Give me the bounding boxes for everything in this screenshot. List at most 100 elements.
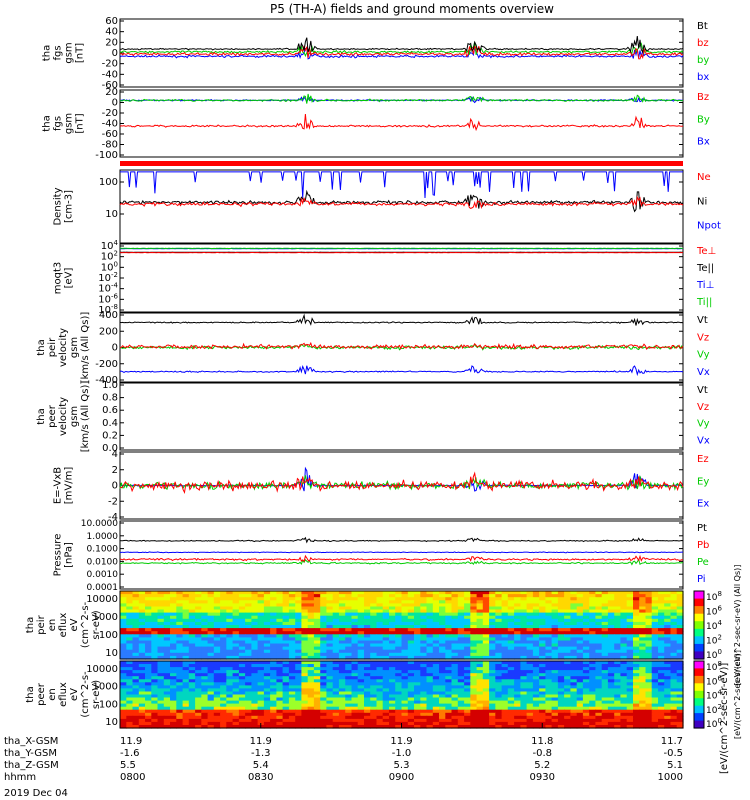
spectrogram-cell — [220, 597, 227, 601]
spectrogram-cell — [595, 706, 603, 711]
spectrogram-cell — [432, 682, 440, 686]
spectrogram-cell — [357, 591, 365, 595]
date-label: 2019 Dec 04 — [4, 788, 68, 799]
spectrogram-cell — [276, 591, 284, 595]
spectrogram-cell — [482, 661, 490, 665]
spectrogram-cell — [645, 618, 653, 623]
spectrogram-cell — [639, 591, 647, 595]
spectrogram-cell — [320, 694, 328, 699]
spectrogram-cell — [576, 725, 584, 729]
spectrogram-cell — [382, 661, 390, 665]
spectrogram-cell — [564, 621, 571, 626]
spectrogram-cell — [551, 715, 559, 720]
spectrogram-cell — [620, 673, 628, 677]
spectrogram-cell — [557, 612, 565, 617]
spectrogram-cell — [432, 646, 440, 651]
spectrogram-cell — [370, 631, 378, 635]
spectrogram-cell — [370, 679, 378, 683]
spectrogram-cell — [263, 612, 271, 617]
spectrogram-cell — [589, 679, 597, 683]
spectrogram-cell — [633, 631, 640, 635]
spectrogram-cell — [507, 667, 515, 671]
spectrogram-cell — [213, 625, 221, 629]
spectrogram-cell — [476, 691, 484, 696]
spectrogram-cell — [426, 643, 434, 648]
spectrogram-cell — [226, 649, 234, 654]
spectrogram-cell — [382, 676, 390, 680]
spectrogram-cell — [376, 609, 384, 614]
spectrogram-cell — [276, 637, 284, 642]
spectrogram-cell — [626, 664, 634, 668]
spectrogram-cell — [120, 628, 127, 632]
spectrogram-cell — [382, 612, 390, 617]
spectrogram-cell — [132, 688, 140, 692]
spectrogram-cell — [457, 676, 465, 680]
spectrogram-cell — [626, 618, 634, 623]
spectrogram-cell — [614, 649, 622, 654]
spectrogram-cell — [545, 625, 553, 629]
spectrogram-cell — [338, 697, 346, 702]
spectrogram-cell — [226, 594, 234, 598]
spectrogram-cell — [332, 628, 340, 632]
spectrogram-cell — [301, 609, 309, 614]
spectrogram-cell — [670, 615, 678, 620]
spectrogram-cell — [526, 703, 534, 708]
spectrogram-cell — [470, 649, 478, 654]
spectrogram-cell — [607, 721, 615, 726]
spectrogram-cell — [401, 682, 409, 686]
spectrogram-cell — [651, 600, 659, 604]
spectrogram-cell — [226, 634, 234, 638]
spectrogram-cell — [470, 594, 478, 598]
spectrogram-cell — [576, 631, 584, 635]
spectrogram-cell — [345, 631, 353, 635]
spectrogram-cell — [232, 700, 240, 705]
spectrogram-cell — [188, 688, 196, 692]
spectrogram-cell — [539, 615, 546, 620]
spectrogram-cell — [451, 694, 459, 699]
spectrogram-cell — [170, 661, 177, 665]
spectrogram-cell — [307, 652, 315, 657]
spectrogram-cell — [138, 685, 146, 689]
spectrogram-cell — [658, 634, 665, 638]
legend-entry: Vt — [697, 385, 708, 396]
spectrogram-cell — [457, 712, 465, 717]
spectrogram-cell — [238, 679, 246, 683]
spectrogram-cell — [633, 591, 640, 595]
spectrogram-cell — [532, 706, 540, 711]
spectrogram-cell — [501, 676, 509, 680]
spectrogram-cell — [376, 628, 384, 632]
spectrogram-cell — [270, 652, 277, 657]
spectrogram-cell — [232, 667, 240, 671]
spectrogram-cell — [570, 709, 578, 714]
spectrogram-cell — [364, 700, 371, 705]
spectrogram-cell — [301, 628, 309, 632]
spectrogram-cell — [188, 634, 196, 638]
spectrogram-cell — [570, 649, 578, 654]
spectrogram-cell — [301, 643, 309, 648]
spectrogram-cell — [182, 603, 190, 608]
spectrogram-cell — [445, 637, 453, 642]
spectrogram-cell — [470, 621, 478, 626]
spectrogram-cell — [364, 603, 371, 608]
spectrogram-cell — [370, 694, 378, 699]
spectrogram-cell — [432, 709, 440, 714]
spectrogram-cell — [607, 609, 615, 614]
spectrogram-cell — [295, 597, 303, 601]
spectrogram-cell — [626, 655, 634, 660]
spectrogram-cell — [582, 715, 590, 720]
spectrogram-cell — [489, 634, 496, 638]
spectrogram-cell — [195, 646, 202, 651]
spectrogram-cell — [182, 700, 190, 705]
spectrogram-cell — [564, 697, 571, 702]
spectrogram-cell — [382, 640, 390, 645]
spectrogram-cell — [620, 649, 628, 654]
spectrogram-cell — [207, 609, 215, 614]
spectrogram-cell — [338, 628, 346, 632]
spectrogram-cell — [639, 697, 647, 702]
spectrogram-cell — [357, 703, 365, 708]
spectrogram-cell — [145, 615, 152, 620]
spectrogram-cell — [232, 697, 240, 702]
spectrogram-cell — [213, 609, 221, 614]
spectrogram-cell — [326, 697, 334, 702]
spectrogram-cell — [476, 637, 484, 642]
